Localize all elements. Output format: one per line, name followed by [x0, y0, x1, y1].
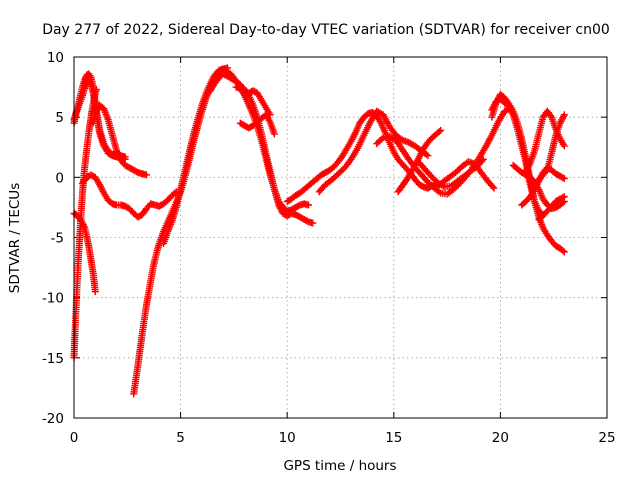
- data-point: [559, 174, 567, 182]
- data-point: [91, 288, 99, 296]
- data-point: [479, 155, 487, 163]
- y-tick-label: 10: [47, 50, 64, 66]
- y-tick-label: -5: [51, 231, 64, 247]
- series-arc-6: [79, 171, 180, 221]
- series-arc-13: [315, 107, 432, 196]
- data-point: [559, 247, 567, 255]
- data-points: [70, 64, 568, 398]
- x-tick-label: 5: [176, 430, 185, 446]
- data-point: [489, 183, 497, 191]
- series-arc-23: [531, 111, 568, 189]
- data-point: [270, 130, 278, 138]
- data-point: [559, 193, 567, 201]
- x-tick-label: 25: [598, 430, 615, 446]
- grid: [74, 57, 607, 418]
- series-arc-19: [488, 95, 547, 219]
- x-axis-label: GPS time / hours: [283, 458, 396, 474]
- data-point: [81, 83, 89, 91]
- data-point: [424, 152, 432, 160]
- data-point: [435, 188, 443, 196]
- y-tick-label: 5: [55, 110, 64, 126]
- x-tick-label: 10: [279, 430, 296, 446]
- plot-frame: [73, 56, 608, 419]
- series-arc-5: [89, 101, 150, 179]
- series-arc-22: [522, 107, 568, 175]
- data-point: [478, 157, 486, 165]
- data-point: [437, 126, 445, 134]
- data-point: [422, 150, 430, 158]
- chart-title: Day 277 of 2022, Sidereal Day-to-day VTE…: [42, 22, 610, 38]
- y-tick-label: -20: [42, 411, 64, 427]
- y-tick-label: -15: [42, 351, 64, 367]
- data-point: [142, 171, 150, 179]
- y-tick-labels: -20 -15 -10 -5 0 5 10: [42, 50, 64, 427]
- data-point: [73, 107, 81, 115]
- data-point: [305, 201, 313, 209]
- x-tick-label: 0: [70, 430, 79, 446]
- series-arc-9: [206, 70, 317, 227]
- data-point: [560, 111, 568, 119]
- y-tick-label: -10: [42, 291, 64, 307]
- data-point: [435, 128, 443, 136]
- data-point: [81, 74, 89, 82]
- y-axis-label: SDTVAR / TECUs: [7, 183, 23, 293]
- series-arc-7: [130, 64, 232, 398]
- data-point: [560, 248, 568, 256]
- series-arc-20: [509, 161, 568, 213]
- x-tick-label: 20: [492, 430, 509, 446]
- data-point: [92, 85, 100, 93]
- series-arc-15: [394, 126, 445, 196]
- series-arc-2: [70, 77, 129, 163]
- series-arc-24: [535, 193, 568, 223]
- data-point: [378, 135, 386, 143]
- data-point: [560, 175, 568, 183]
- data-point: [560, 193, 568, 201]
- data-point: [547, 112, 555, 120]
- data-point: [560, 142, 568, 150]
- data-point: [309, 219, 317, 227]
- series-arc-8: [160, 65, 313, 248]
- x-tick-label: 15: [385, 430, 402, 446]
- y-tick-label: 0: [55, 170, 64, 186]
- data-point: [74, 105, 82, 113]
- x-tick-labels: 0 5 10 15 20 25: [70, 430, 616, 446]
- series-arc-3: [70, 209, 99, 296]
- series-arc-17: [432, 158, 498, 192]
- data-point: [490, 184, 498, 192]
- series-arc-11: [236, 111, 278, 138]
- data-point: [81, 84, 89, 92]
- data-point: [542, 168, 550, 176]
